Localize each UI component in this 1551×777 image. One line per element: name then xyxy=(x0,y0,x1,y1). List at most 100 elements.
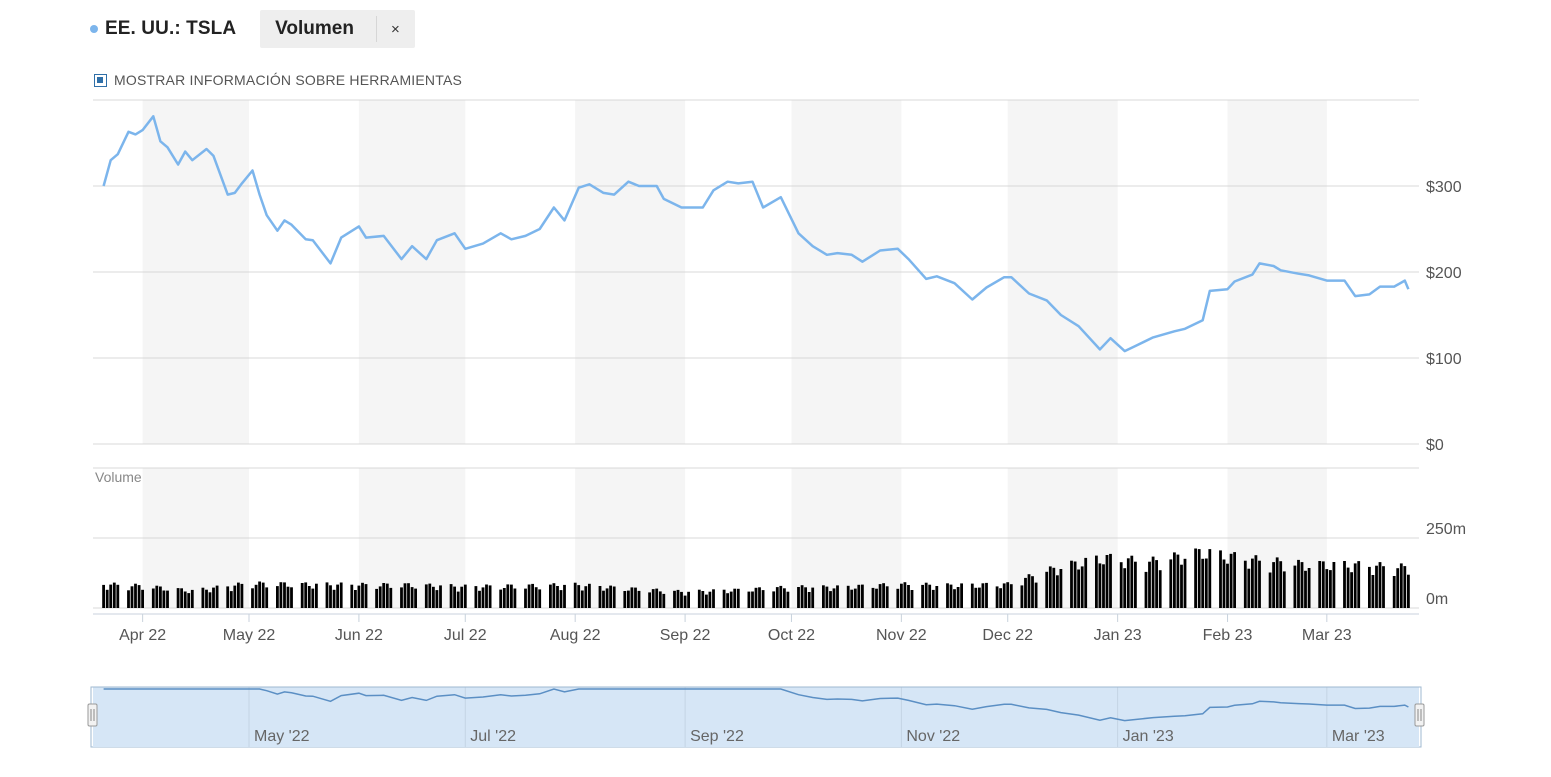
volume-bar[interactable] xyxy=(928,584,932,608)
volume-bar[interactable] xyxy=(563,584,566,608)
volume-bar[interactable] xyxy=(456,591,460,608)
volume-bar[interactable] xyxy=(549,584,552,608)
volume-bar[interactable] xyxy=(921,584,924,608)
volume-bar[interactable] xyxy=(758,587,761,608)
volume-bar[interactable] xyxy=(1378,562,1382,608)
volume-bar[interactable] xyxy=(836,585,839,608)
volume-bar[interactable] xyxy=(375,588,378,608)
volume-bar[interactable] xyxy=(279,582,283,608)
volume-bar[interactable] xyxy=(1396,568,1400,608)
volume-bar[interactable] xyxy=(605,588,609,608)
volume-bar[interactable] xyxy=(137,585,141,608)
volume-bar[interactable] xyxy=(931,589,935,608)
volume-bar[interactable] xyxy=(233,585,237,608)
volume-bar[interactable] xyxy=(903,582,907,608)
volume-bar[interactable] xyxy=(683,595,687,608)
volume-bar[interactable] xyxy=(747,591,751,608)
volume-bar[interactable] xyxy=(481,587,485,608)
volume-bar[interactable] xyxy=(336,584,339,608)
volume-bar[interactable] xyxy=(662,593,666,608)
volume-bar[interactable] xyxy=(1318,561,1322,608)
volume-bar[interactable] xyxy=(1382,566,1385,608)
volume-bar[interactable] xyxy=(960,583,963,608)
volume-chip-label[interactable]: Volumen xyxy=(260,16,377,42)
volume-bar[interactable] xyxy=(811,587,815,608)
volume-bar[interactable] xyxy=(800,585,804,608)
volume-bar[interactable] xyxy=(1031,576,1034,608)
volume-bar[interactable] xyxy=(1002,583,1006,608)
volume-bar[interactable] xyxy=(1297,559,1300,608)
volume-bar[interactable] xyxy=(1268,572,1272,609)
price-series-line[interactable] xyxy=(102,115,1410,353)
volume-bar[interactable] xyxy=(970,583,974,608)
volume-bar[interactable] xyxy=(414,588,417,608)
volume-bar[interactable] xyxy=(910,590,914,608)
volume-bar[interactable] xyxy=(995,586,999,608)
navigator[interactable]: May '22 Jul '22 Sep '22 Nov '22 Jan '23 Mar '… xyxy=(87,686,1425,748)
volume-bar[interactable] xyxy=(559,590,563,608)
volume-bar[interactable] xyxy=(1056,575,1059,608)
volume-bar[interactable] xyxy=(907,585,910,608)
volume-bar[interactable] xyxy=(1293,565,1297,608)
volume-bar[interactable] xyxy=(1095,555,1098,608)
volume-bar[interactable] xyxy=(1219,550,1222,608)
volume-bar[interactable] xyxy=(1403,566,1407,608)
volume-bar[interactable] xyxy=(1151,556,1155,608)
volume-bar[interactable] xyxy=(332,589,336,608)
volume-bar[interactable] xyxy=(1208,549,1212,608)
volume-bar[interactable] xyxy=(485,584,488,609)
volume-bar[interactable] xyxy=(896,588,900,608)
volume-bar[interactable] xyxy=(687,591,690,608)
volume-bar[interactable] xyxy=(1024,577,1027,608)
volume-bar[interactable] xyxy=(354,590,357,608)
volume-bar[interactable] xyxy=(882,583,885,608)
volume-bar[interactable] xyxy=(885,586,889,608)
volume-bar[interactable] xyxy=(1392,576,1396,608)
volume-bar[interactable] xyxy=(722,589,726,608)
volume-bar[interactable] xyxy=(946,583,949,608)
volume-bar[interactable] xyxy=(1399,563,1403,608)
volume-bar[interactable] xyxy=(634,587,637,608)
volume-bar[interactable] xyxy=(1204,558,1208,609)
volume-bar[interactable] xyxy=(786,591,790,608)
volume-bar[interactable] xyxy=(584,586,588,608)
volume-bar[interactable] xyxy=(1332,562,1336,608)
volume-bar[interactable] xyxy=(1201,558,1205,608)
volume-bar[interactable] xyxy=(1077,569,1080,609)
volume-bar[interactable] xyxy=(726,593,729,608)
volume-chip[interactable]: Volumen × xyxy=(260,10,415,48)
volume-bar[interactable] xyxy=(112,582,116,608)
volume-bar[interactable] xyxy=(900,583,903,608)
volume-bar[interactable] xyxy=(212,587,215,608)
volume-bar[interactable] xyxy=(1098,563,1102,608)
volume-bar[interactable] xyxy=(265,587,269,608)
volume-bar[interactable] xyxy=(1343,561,1346,608)
volume-bar[interactable] xyxy=(187,593,191,608)
volume-bar[interactable] xyxy=(1279,561,1283,608)
volume-bar[interactable] xyxy=(1321,561,1325,608)
volume-bar[interactable] xyxy=(385,583,389,608)
volume-bar[interactable] xyxy=(775,587,779,608)
volume-bar[interactable] xyxy=(410,587,414,608)
volume-bar[interactable] xyxy=(1275,557,1279,608)
volume-bar[interactable] xyxy=(134,583,137,608)
volume-bar[interactable] xyxy=(871,587,875,608)
volume-bar[interactable] xyxy=(556,586,559,608)
volume-bar[interactable] xyxy=(612,586,616,609)
volume-bar[interactable] xyxy=(680,591,683,608)
volume-bar[interactable] xyxy=(956,587,960,608)
volume-bar[interactable] xyxy=(527,584,531,609)
volume-bar[interactable] xyxy=(736,588,740,608)
volume-bar[interactable] xyxy=(1254,555,1258,608)
volume-bar[interactable] xyxy=(829,591,832,608)
volume-bar[interactable] xyxy=(857,584,861,608)
volume-bar[interactable] xyxy=(1180,564,1183,608)
volume-bar[interactable] xyxy=(162,590,166,609)
volume-bar[interactable] xyxy=(1329,570,1332,608)
volume-bar[interactable] xyxy=(609,585,612,608)
volume-bar[interactable] xyxy=(1183,558,1187,608)
volume-bar[interactable] xyxy=(389,587,393,608)
volume-bar[interactable] xyxy=(1006,582,1010,608)
volume-bar[interactable] xyxy=(304,582,308,608)
volume-bar[interactable] xyxy=(240,583,244,608)
